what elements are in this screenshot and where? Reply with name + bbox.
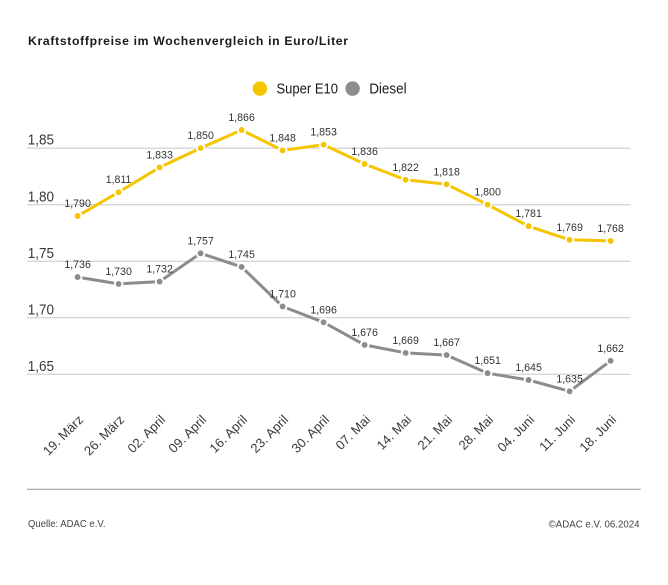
svg-text:1,732: 1,732	[146, 264, 173, 276]
svg-text:1,811: 1,811	[106, 174, 132, 186]
svg-text:1,736: 1,736	[64, 259, 91, 271]
svg-text:1,848: 1,848	[269, 132, 296, 144]
svg-text:Kraftstoffpreise im Wochenverg: Kraftstoffpreise im Wochenvergleich in E…	[28, 34, 348, 48]
svg-text:Super E10: Super E10	[277, 82, 339, 98]
svg-text:Quelle: ADAC e.V.: Quelle: ADAC e.V.	[28, 519, 106, 530]
svg-text:1,70: 1,70	[28, 302, 54, 318]
svg-text:1,850: 1,850	[187, 130, 214, 142]
svg-text:1,822: 1,822	[392, 162, 419, 174]
svg-text:©ADAC e.V. 06.2024: ©ADAC e.V. 06.2024	[549, 519, 640, 530]
svg-text:1,635: 1,635	[556, 373, 583, 385]
svg-text:1,696: 1,696	[310, 304, 337, 316]
svg-text:1,836: 1,836	[351, 146, 378, 158]
svg-text:1,781: 1,781	[515, 208, 542, 220]
svg-text:1,853: 1,853	[310, 127, 337, 139]
svg-text:1,662: 1,662	[597, 343, 624, 355]
svg-text:1,730: 1,730	[105, 266, 132, 278]
svg-text:1,790: 1,790	[64, 198, 91, 210]
svg-text:1,65: 1,65	[28, 359, 54, 375]
svg-text:1,800: 1,800	[474, 187, 501, 199]
svg-text:Diesel: Diesel	[369, 82, 407, 98]
svg-text:1,769: 1,769	[556, 222, 583, 234]
svg-text:1,710: 1,710	[269, 289, 296, 301]
svg-text:1,833: 1,833	[146, 149, 173, 161]
svg-text:1,818: 1,818	[433, 166, 460, 178]
svg-text:1,651: 1,651	[474, 355, 501, 367]
svg-text:1,667: 1,667	[433, 337, 460, 349]
svg-text:1,75: 1,75	[28, 246, 54, 262]
svg-text:1,85: 1,85	[28, 133, 54, 149]
svg-text:1,669: 1,669	[392, 335, 419, 347]
svg-text:1,866: 1,866	[228, 112, 255, 124]
svg-text:1,676: 1,676	[351, 327, 378, 339]
svg-text:1,757: 1,757	[187, 235, 214, 247]
svg-text:1,768: 1,768	[597, 223, 624, 235]
svg-text:1,645: 1,645	[515, 362, 542, 374]
svg-text:1,745: 1,745	[228, 249, 255, 261]
svg-text:1,80: 1,80	[28, 189, 54, 205]
